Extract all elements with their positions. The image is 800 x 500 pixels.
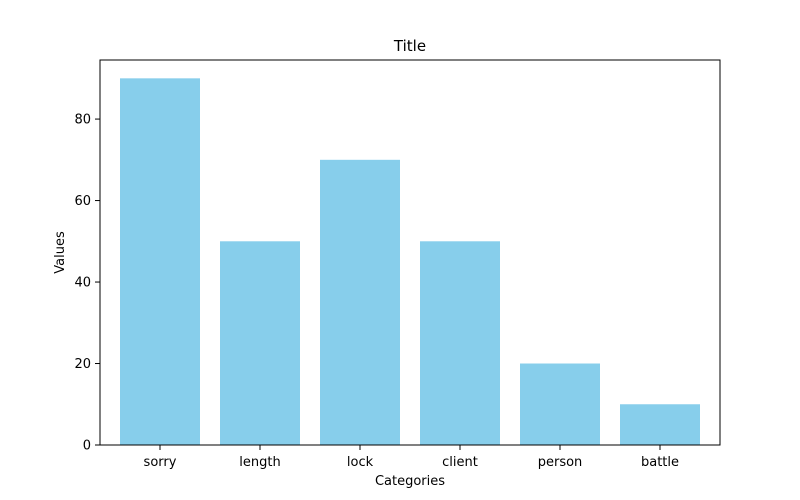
bar-lock <box>320 159 400 445</box>
x-tick-label: lock <box>347 455 374 470</box>
x-tick-label: length <box>239 455 280 470</box>
bar-battle <box>620 404 700 445</box>
y-tick-label: 80 <box>74 113 91 128</box>
bar-sorry <box>120 78 200 445</box>
chart-title: Title <box>393 37 426 55</box>
x-tick-label: client <box>442 455 478 470</box>
x-axis-ticks: sorry length lock client person battle <box>144 445 679 470</box>
x-axis-label: Categories <box>375 474 445 489</box>
y-axis-label: Values <box>53 231 68 274</box>
bar-person <box>520 363 600 445</box>
bars-group <box>120 78 700 445</box>
y-tick-label: 40 <box>74 276 91 291</box>
y-axis-ticks: 0 20 40 60 80 <box>74 113 100 454</box>
x-tick-label: battle <box>641 455 679 470</box>
bar-client <box>420 241 500 445</box>
y-tick-label: 60 <box>74 194 91 209</box>
bar-length <box>220 241 300 445</box>
y-tick-label: 20 <box>74 357 91 372</box>
x-tick-label: person <box>538 455 583 470</box>
x-tick-label: sorry <box>144 455 177 470</box>
plot-frame <box>99 59 721 446</box>
y-tick-label: 0 <box>83 439 91 454</box>
